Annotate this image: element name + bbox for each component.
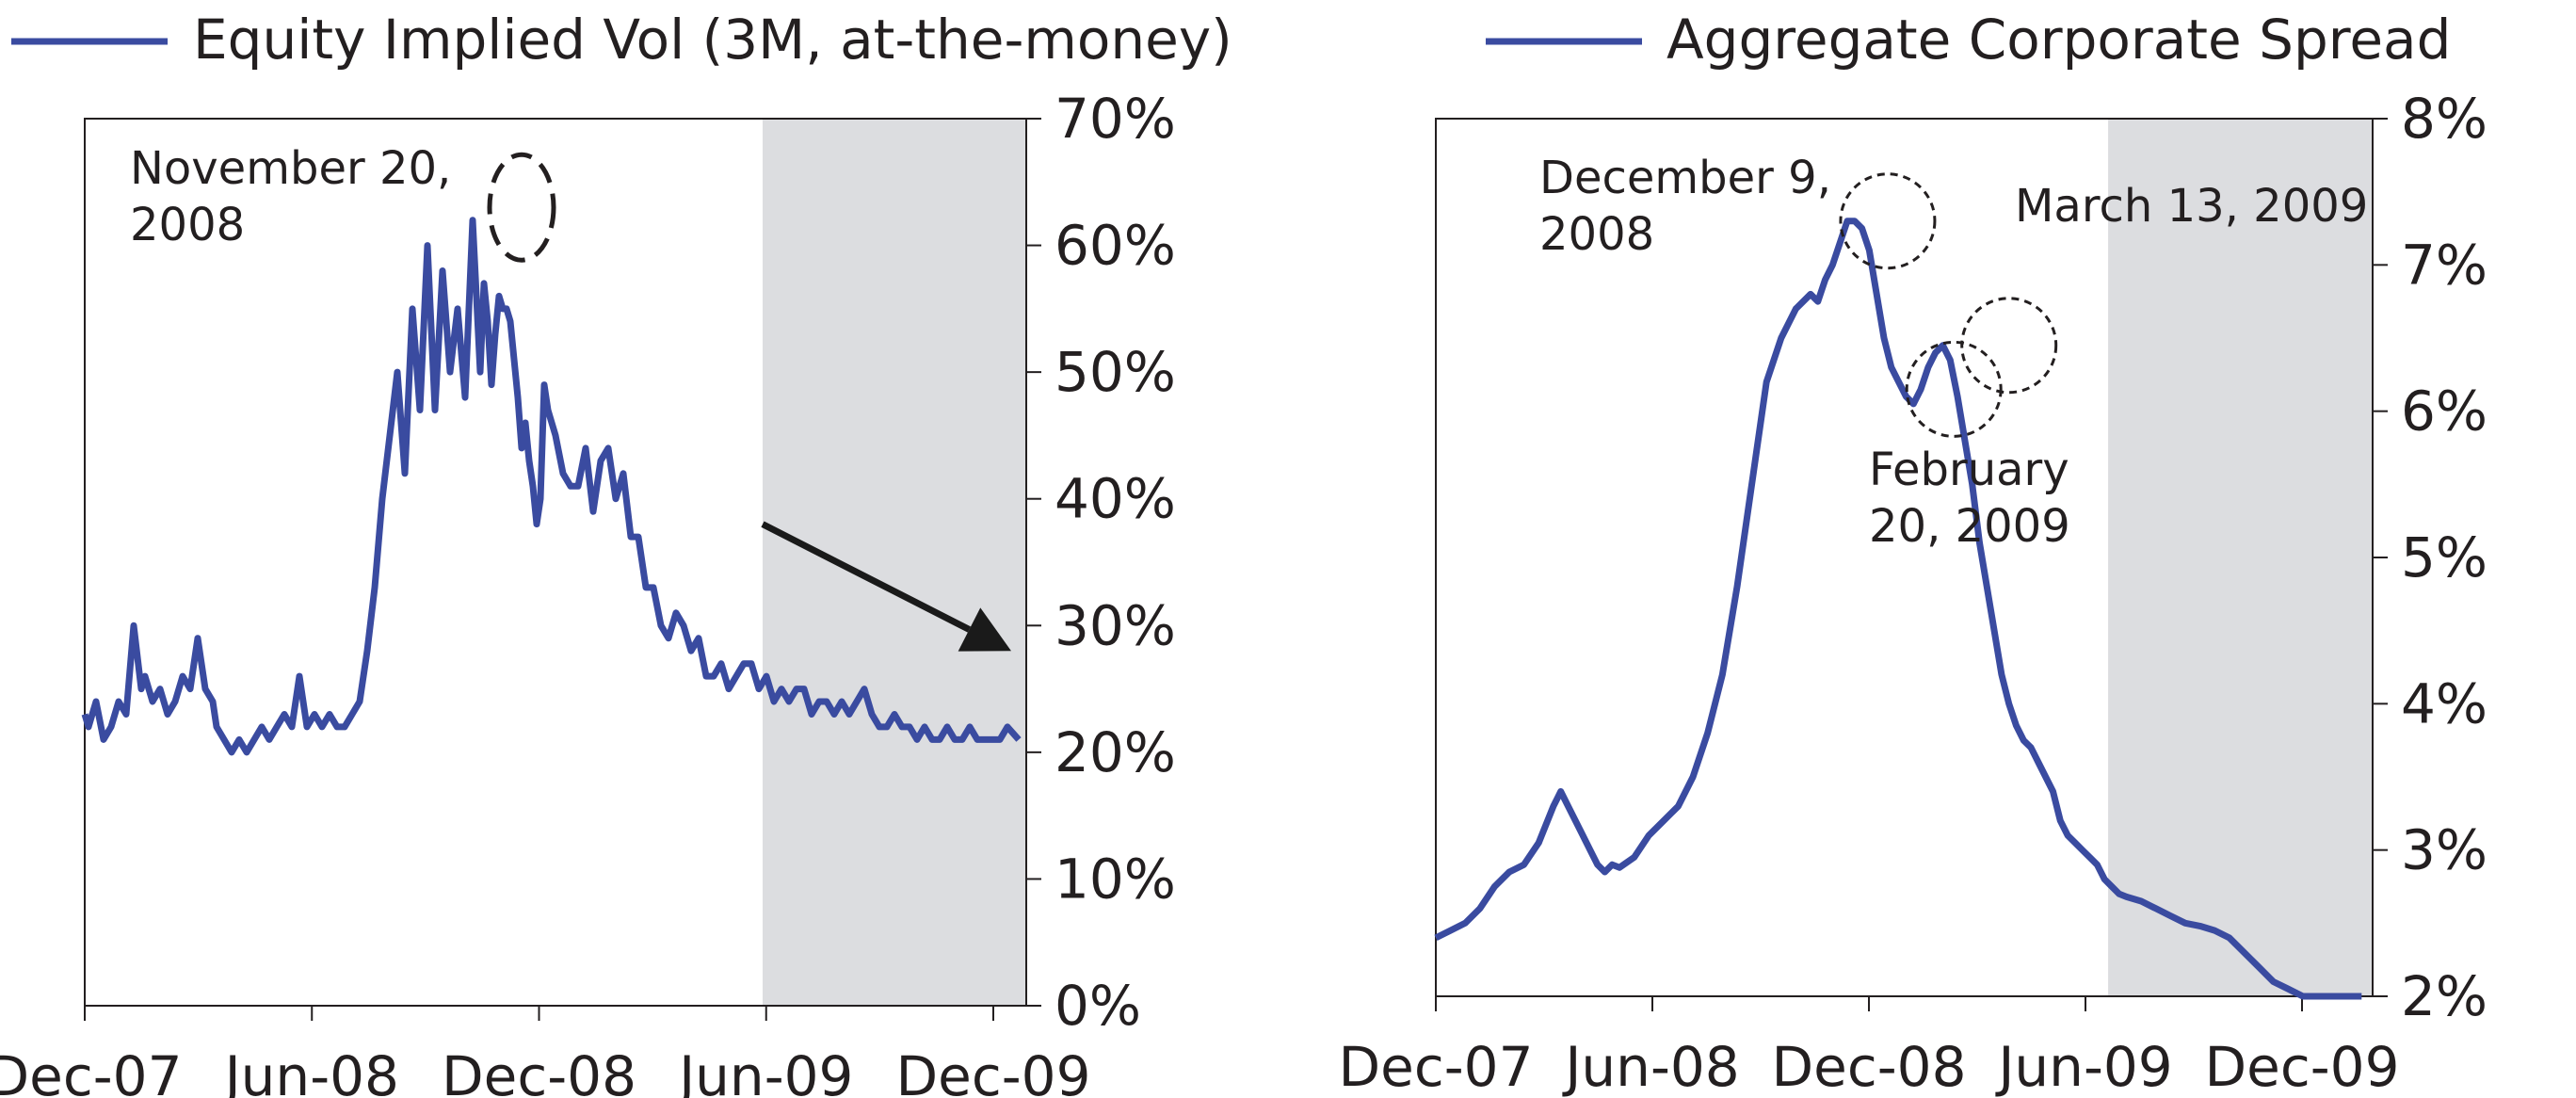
annotation-label: November 20, bbox=[130, 142, 451, 195]
x-tick-label: Jun-08 bbox=[1562, 1035, 1739, 1098]
annotations-spread: December 9,2008 March 13, 2009 February20,… bbox=[1539, 152, 2368, 553]
legend-label-equity: Equity Implied Vol (3M, at-the-money) bbox=[193, 8, 1232, 72]
y-tick-label: 60% bbox=[1055, 214, 1176, 278]
trend-arrow bbox=[761, 521, 1011, 652]
y-tick-label: 40% bbox=[1055, 467, 1176, 531]
annotation-label-line2: 2008 bbox=[130, 199, 245, 251]
y-tick-label: 8% bbox=[2401, 87, 2487, 151]
x-tick-label: Dec-07 bbox=[1339, 1035, 1534, 1098]
x-tick-label: Dec-09 bbox=[2205, 1035, 2400, 1098]
annotation-circle bbox=[1960, 297, 2058, 395]
arrow-shaft bbox=[761, 521, 972, 633]
panel-aggregate-corporate-spread: Aggregate Corporate Spread Dec-07 Jun-08 D… bbox=[1339, 8, 2488, 1098]
annotation-label-line2: 20, 2009 bbox=[1869, 500, 2070, 553]
annotation-circle bbox=[1905, 340, 2003, 438]
annotation-circle bbox=[487, 152, 556, 263]
legend-label-spread: Aggregate Corporate Spread bbox=[1666, 8, 2451, 72]
x-tick-label: Jun-08 bbox=[222, 1044, 399, 1098]
x-tick-label: Jun-09 bbox=[676, 1044, 853, 1098]
annotations-equity: November 20,2008 bbox=[130, 142, 556, 263]
y-tick-label: 50% bbox=[1055, 340, 1176, 404]
x-tick-label: Dec-08 bbox=[1772, 1035, 1967, 1098]
series-line-aggregate-corporate-spread bbox=[1434, 218, 2362, 1000]
y-tick-label: 5% bbox=[2401, 525, 2487, 589]
x-tick-label: Dec-07 bbox=[0, 1044, 182, 1098]
y-axis-equity: 0% 10% 20% 30% 40% 50% 60% 70% bbox=[1026, 87, 1176, 1038]
annotation-circle bbox=[1839, 172, 1937, 270]
x-tick-label: Dec-09 bbox=[896, 1044, 1091, 1098]
series-line-equity-implied-vol bbox=[81, 217, 1022, 756]
annotation-label-line2: 2008 bbox=[1539, 208, 1654, 261]
y-tick-label: 4% bbox=[2401, 671, 2487, 735]
shaded-region-equity bbox=[763, 119, 1026, 1006]
y-tick-label: 3% bbox=[2401, 818, 2487, 882]
y-tick-label: 20% bbox=[1055, 720, 1176, 784]
annotation-label: December 9, bbox=[1539, 152, 1831, 204]
plot-frame-equity bbox=[84, 118, 1027, 1007]
y-tick-label: 30% bbox=[1055, 593, 1176, 657]
x-tick-label: Jun-09 bbox=[1995, 1035, 2172, 1098]
y-tick-label: 70% bbox=[1055, 87, 1176, 151]
y-tick-label: 10% bbox=[1055, 847, 1176, 911]
shaded-region-spread bbox=[2108, 119, 2373, 996]
arrow-head bbox=[958, 607, 1011, 652]
panel-equity-implied-vol: Equity Implied Vol (3M, at-the-money) De… bbox=[0, 8, 1232, 1098]
y-tick-label: 7% bbox=[2401, 233, 2487, 297]
y-tick-label: 0% bbox=[1055, 974, 1141, 1038]
y-tick-label: 6% bbox=[2401, 379, 2487, 444]
y-tick-label: 2% bbox=[2401, 964, 2487, 1028]
x-axis-equity: Dec-07 Jun-08 Dec-08 Jun-09 Dec-09 bbox=[0, 1006, 1090, 1098]
annotation-label: February bbox=[1869, 444, 2069, 496]
x-tick-label: Dec-08 bbox=[442, 1044, 636, 1098]
annotation-label: March 13, 2009 bbox=[2015, 180, 2368, 233]
x-axis-spread: Dec-07 Jun-08 Dec-08 Jun-09 Dec-09 bbox=[1339, 996, 2400, 1098]
y-axis-spread: 2% 3% 4% 5% 6% 7% 8% bbox=[2373, 87, 2487, 1028]
